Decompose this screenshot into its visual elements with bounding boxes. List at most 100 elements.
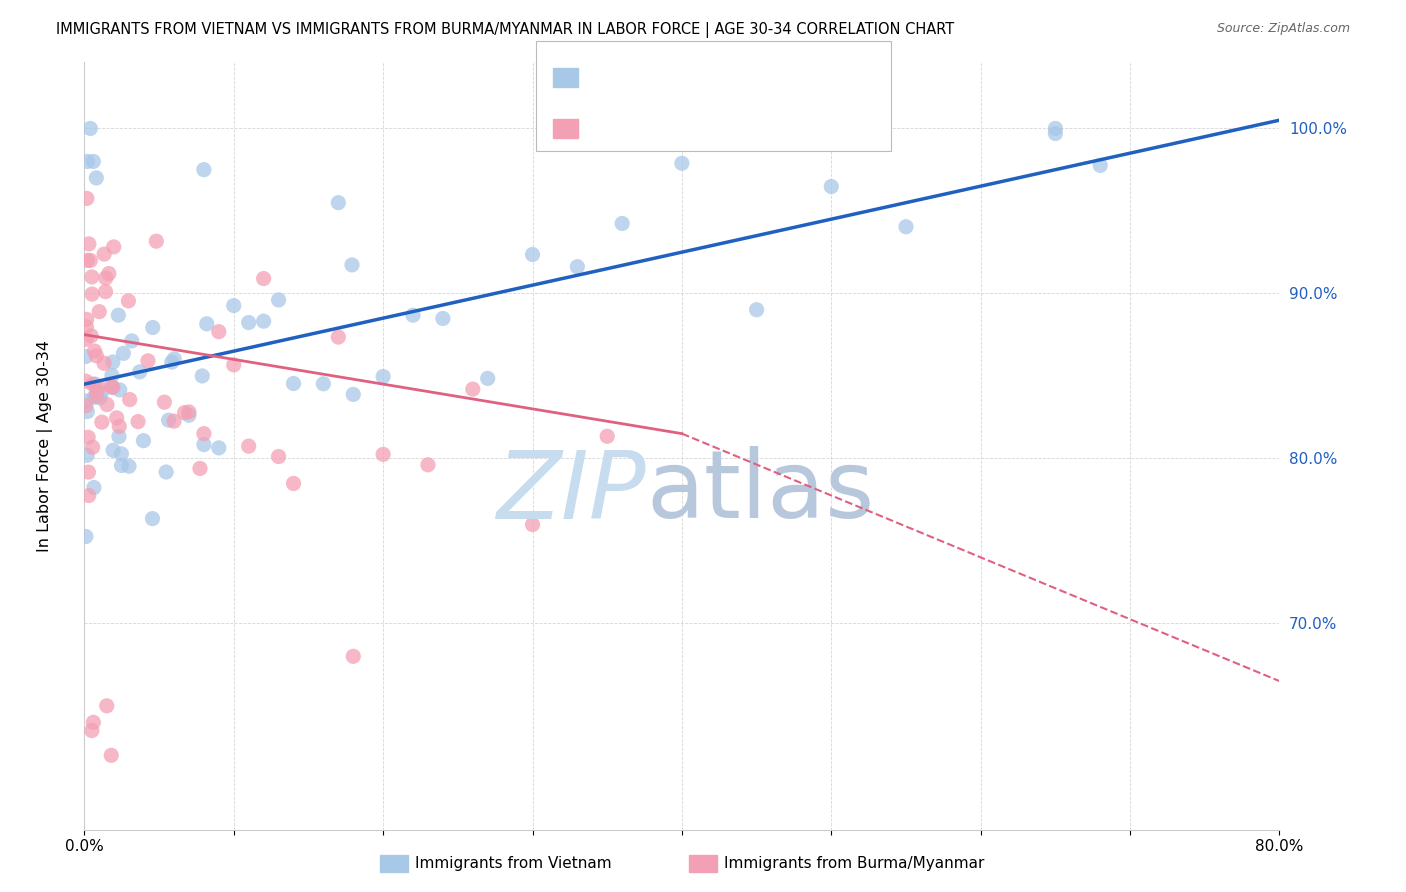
- Point: [312, 376, 335, 391]
- Point: [193, 162, 215, 177]
- Point: [328, 330, 350, 344]
- Point: [612, 217, 634, 231]
- Point: [342, 387, 364, 401]
- Point: [118, 392, 141, 407]
- Point: [267, 293, 290, 307]
- Point: [75, 393, 97, 408]
- Point: [79, 121, 101, 136]
- Point: [82, 377, 104, 392]
- Point: [82, 440, 104, 454]
- Point: [94, 271, 117, 285]
- Point: [75, 374, 97, 388]
- Text: Immigrants from Vietnam: Immigrants from Vietnam: [415, 856, 612, 871]
- Point: [96, 398, 118, 412]
- Point: [193, 437, 215, 451]
- Text: In Labor Force | Age 30-34: In Labor Force | Age 30-34: [37, 340, 53, 552]
- Point: [121, 334, 143, 348]
- Point: [373, 369, 395, 384]
- Point: [127, 415, 149, 429]
- Point: [107, 308, 129, 322]
- Point: [177, 405, 200, 419]
- Point: [84, 377, 107, 392]
- Point: [86, 389, 108, 403]
- Point: [80, 723, 103, 738]
- Point: [86, 349, 108, 363]
- Point: [145, 234, 167, 248]
- Point: [193, 426, 215, 441]
- Point: [1045, 121, 1067, 136]
- Text: R = 0.407   N = 67: R = 0.407 N = 67: [589, 66, 759, 84]
- Point: [110, 458, 132, 473]
- Point: [101, 380, 124, 394]
- Point: [108, 419, 131, 434]
- Point: [208, 441, 231, 455]
- Point: [105, 410, 128, 425]
- Point: [80, 287, 103, 301]
- Point: [402, 308, 425, 322]
- Point: [416, 458, 439, 472]
- Point: [100, 379, 122, 393]
- Point: [328, 195, 350, 210]
- Point: [373, 447, 395, 461]
- Point: [86, 170, 108, 185]
- Point: [77, 236, 100, 251]
- Text: Source: ZipAtlas.com: Source: ZipAtlas.com: [1216, 22, 1350, 36]
- Point: [163, 414, 186, 428]
- Point: [191, 368, 214, 383]
- Point: [76, 253, 98, 268]
- Point: [153, 395, 176, 409]
- Text: IMMIGRANTS FROM VIETNAM VS IMMIGRANTS FROM BURMA/MYANMAR IN LABOR FORCE | AGE 30: IMMIGRANTS FROM VIETNAM VS IMMIGRANTS FR…: [56, 22, 955, 38]
- Point: [820, 179, 842, 194]
- Point: [90, 385, 112, 400]
- Point: [340, 258, 363, 272]
- Point: [461, 382, 484, 396]
- Point: [208, 325, 231, 339]
- Point: [93, 356, 115, 370]
- Point: [477, 371, 499, 385]
- Point: [97, 267, 120, 281]
- Point: [76, 191, 98, 205]
- Point: [173, 406, 195, 420]
- Point: [82, 715, 104, 730]
- Point: [117, 293, 139, 308]
- Point: [195, 317, 218, 331]
- Point: [89, 304, 111, 318]
- Point: [128, 365, 150, 379]
- Point: [93, 247, 115, 261]
- Point: [522, 247, 544, 261]
- Point: [75, 399, 97, 413]
- Point: [100, 748, 122, 763]
- Point: [101, 443, 124, 458]
- Point: [1090, 158, 1112, 172]
- Text: atlas: atlas: [647, 446, 875, 538]
- Point: [101, 355, 124, 369]
- Point: [1045, 127, 1067, 141]
- Point: [238, 316, 260, 330]
- Point: [596, 429, 619, 443]
- Point: [567, 260, 589, 274]
- Point: [267, 450, 290, 464]
- Point: [432, 311, 454, 326]
- Point: [75, 319, 97, 334]
- Point: [94, 285, 117, 299]
- Point: [894, 219, 917, 234]
- Point: [745, 302, 768, 317]
- Point: [253, 271, 276, 285]
- Point: [80, 269, 103, 284]
- Point: [671, 156, 693, 170]
- Point: [132, 434, 155, 448]
- Point: [108, 429, 131, 443]
- Point: [76, 154, 98, 169]
- Point: [110, 447, 132, 461]
- Point: [82, 154, 104, 169]
- Point: [101, 368, 124, 383]
- Point: [163, 351, 186, 366]
- Point: [522, 517, 544, 532]
- Point: [283, 376, 305, 391]
- Point: [86, 384, 108, 399]
- Point: [96, 698, 118, 713]
- Point: [155, 465, 177, 479]
- Point: [222, 358, 245, 372]
- Point: [160, 355, 183, 369]
- Point: [103, 240, 125, 254]
